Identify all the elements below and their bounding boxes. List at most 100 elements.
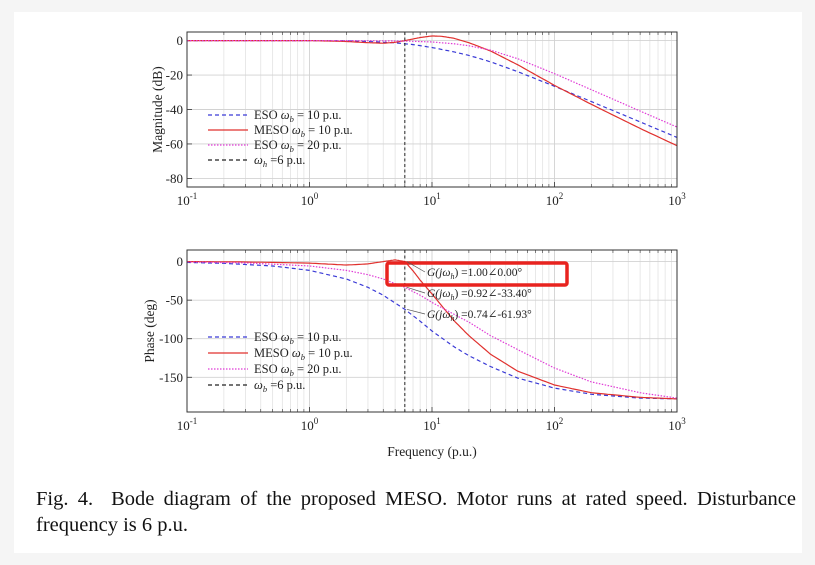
legend-entry: ωb =6 p.u. bbox=[254, 378, 305, 394]
annotation-arrow bbox=[406, 287, 426, 294]
annotation-label: G(jωh) =0.92∠-33.40° bbox=[427, 288, 532, 302]
legend-text: ESO bbox=[254, 138, 281, 152]
y-tick-label: 0 bbox=[177, 254, 184, 269]
legend-text: = 10 p.u. bbox=[305, 123, 353, 137]
tick-exponent: 0 bbox=[314, 191, 319, 201]
legend-symbol: ω bbox=[254, 378, 263, 392]
highlight-box bbox=[385, 261, 569, 287]
y-tick-label: -80 bbox=[166, 171, 183, 186]
legend-text: ESO bbox=[254, 362, 281, 376]
legend-text: =6 p.u. bbox=[267, 378, 305, 392]
legend-text: =6 p.u. bbox=[267, 153, 305, 167]
caption-label: Fig. 4. bbox=[36, 488, 94, 510]
legend-symbol: ω bbox=[292, 123, 301, 137]
legend-entry: MESO ωb = 10 p.u. bbox=[254, 346, 353, 362]
figure-card: 10-1 100 101 102 103 0 -20 -40 -60 -80 Magnitude (… bbox=[14, 12, 802, 553]
figure-caption: Fig. 4. Bode diagram of the proposed MESO… bbox=[36, 486, 796, 538]
legend-subscript: b bbox=[263, 384, 267, 394]
x-tick-label: 100 bbox=[301, 191, 319, 208]
x-tick-label: 103 bbox=[668, 416, 686, 433]
x-tick-label: 10-1 bbox=[177, 416, 198, 433]
tick-exponent: 2 bbox=[559, 416, 564, 426]
tick-exponent: -1 bbox=[190, 191, 198, 201]
legend-symbol: ω bbox=[292, 346, 301, 360]
legend-symbol: ω bbox=[281, 108, 290, 122]
tick-base: 10 bbox=[423, 193, 436, 208]
legend-text: = 10 p.u. bbox=[294, 330, 342, 344]
tick-exponent: 3 bbox=[681, 191, 686, 201]
legend-text: = 10 p.u. bbox=[305, 346, 353, 360]
legend-entry: ωh =6 p.u. bbox=[254, 153, 305, 169]
legend-entry: ESO ωb = 10 p.u. bbox=[254, 330, 342, 346]
legend-symbol: ω bbox=[254, 153, 263, 167]
annotation-subscript: h bbox=[450, 293, 454, 302]
legend-subscript: b bbox=[290, 336, 294, 346]
x-tick-label: 102 bbox=[546, 191, 564, 208]
annotation-text: G(jω bbox=[427, 309, 450, 321]
legend-symbol: ω bbox=[281, 362, 290, 376]
x-tick-label: 101 bbox=[423, 416, 441, 433]
tick-exponent: 0 bbox=[314, 416, 319, 426]
legend-subscript: b bbox=[290, 114, 294, 124]
annotation-arrow bbox=[406, 261, 426, 273]
tick-exponent: -1 bbox=[190, 416, 198, 426]
legend-text: = 20 p.u. bbox=[294, 138, 342, 152]
y-axis-label: Magnitude (dB) bbox=[150, 66, 165, 153]
tick-base: 10 bbox=[546, 193, 559, 208]
plot-frame bbox=[186, 249, 678, 413]
tick-base: 10 bbox=[668, 193, 681, 208]
tick-base: 10 bbox=[301, 193, 314, 208]
legend-text: ESO bbox=[254, 330, 281, 344]
legend-subscript: b bbox=[301, 352, 305, 362]
tick-base: 10 bbox=[423, 418, 436, 433]
x-axis-label: Frequency (p.u.) bbox=[387, 444, 477, 459]
x-tick-label: 100 bbox=[301, 416, 319, 433]
x-tick-label: 103 bbox=[668, 191, 686, 208]
y-tick-label: -50 bbox=[166, 293, 183, 308]
series-line bbox=[187, 261, 677, 399]
annotation-text: ) =0.92∠-33.40° bbox=[454, 288, 532, 300]
caption-text: Bode diagram of the proposed MESO. Motor… bbox=[36, 488, 796, 536]
tick-exponent: 1 bbox=[436, 191, 441, 201]
legend-subscript: b bbox=[290, 368, 294, 378]
y-axis-label: Phase (deg) bbox=[142, 299, 157, 362]
series-line bbox=[187, 259, 677, 400]
y-tick-label: -20 bbox=[166, 68, 183, 83]
legend-entry: ESO ωb = 20 p.u. bbox=[254, 138, 342, 154]
annotation-arrow bbox=[406, 309, 426, 315]
annotation-subscript: h bbox=[450, 272, 454, 281]
legend-subscript: b bbox=[290, 144, 294, 154]
annotation-label: G(jωh) =1.00∠0.00° bbox=[427, 267, 523, 281]
tick-exponent: 3 bbox=[681, 416, 686, 426]
legend-text: = 10 p.u. bbox=[294, 108, 342, 122]
series-group bbox=[187, 32, 677, 187]
x-tick-label: 102 bbox=[546, 416, 564, 433]
legend-subscript: b bbox=[301, 129, 305, 139]
legend-text: ESO bbox=[254, 108, 281, 122]
legend-entry: MESO ωb = 10 p.u. bbox=[254, 123, 353, 139]
y-tick-label: -100 bbox=[159, 331, 183, 346]
legend-symbol: ω bbox=[281, 138, 290, 152]
tick-exponent: 1 bbox=[436, 416, 441, 426]
y-tick-label: 0 bbox=[177, 33, 184, 48]
plot-frame bbox=[186, 31, 678, 188]
tick-exponent: 2 bbox=[559, 191, 564, 201]
y-tick-label: -150 bbox=[159, 370, 183, 385]
legend-text: MESO bbox=[254, 123, 292, 137]
annotation-subscript: h bbox=[450, 314, 454, 323]
legend-symbol: ω bbox=[281, 330, 290, 344]
series-line bbox=[187, 261, 677, 400]
y-tick-label: -40 bbox=[166, 102, 183, 117]
series-group bbox=[187, 250, 677, 412]
y-tick-label: -60 bbox=[166, 136, 183, 151]
annotation-text: G(jω bbox=[427, 267, 450, 279]
tick-base: 10 bbox=[177, 418, 190, 433]
x-tick-label: 10-1 bbox=[177, 191, 198, 208]
series-line bbox=[187, 40, 677, 128]
tick-base: 10 bbox=[668, 418, 681, 433]
legend-text: = 20 p.u. bbox=[294, 362, 342, 376]
legend-entry: ESO ωb = 10 p.u. bbox=[254, 108, 342, 124]
